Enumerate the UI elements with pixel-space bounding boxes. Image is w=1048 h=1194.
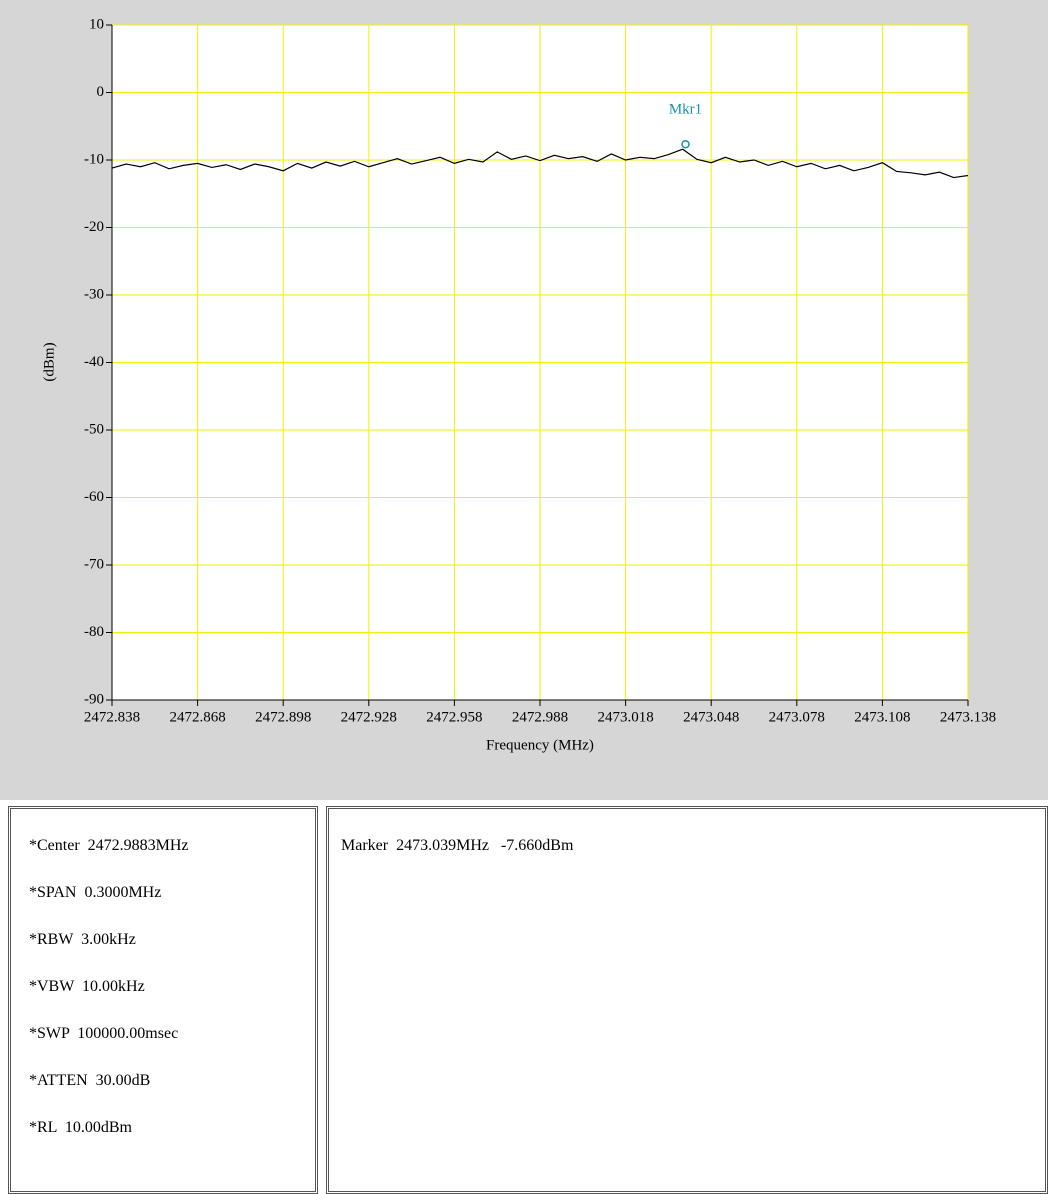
- setting: *Center 2472.9883MHz: [29, 837, 189, 854]
- y-axis-label: (dBm): [41, 342, 57, 381]
- setting: *ATTEN 30.00dB: [29, 1072, 151, 1089]
- x-tick-label: 2472.958: [426, 709, 482, 725]
- x-tick-label: 2473.048: [683, 709, 739, 725]
- y-tick-label: -30: [84, 286, 104, 302]
- setting: *RL 10.00dBm: [29, 1119, 132, 1136]
- setting: *SWP 100000.00msec: [29, 1025, 179, 1042]
- chart: (dBm) Frequency (MHz) 10 0 -10 -20 -30 -40 -50…: [41, 16, 996, 753]
- x-tick-label: 2472.898: [255, 709, 311, 725]
- y-tick-label: 0: [97, 84, 105, 100]
- y-tick-label: -10: [84, 151, 104, 167]
- x-tick-label: 2472.838: [84, 709, 140, 725]
- y-tick-label: -90: [84, 691, 104, 707]
- y-tick-label: -40: [84, 354, 104, 370]
- setting: *VBW 10.00kHz: [29, 978, 145, 995]
- y-tick-label: -50: [84, 421, 104, 437]
- setting: *SPAN 0.3000MHz: [29, 884, 162, 901]
- x-tick-label: 2473.018: [597, 709, 653, 725]
- x-tick-label: 2473.138: [940, 709, 996, 725]
- marker-label: Mkr1: [669, 102, 702, 118]
- settings-panel: *Center 2472.9883MHz *SPAN 0.3000MHz *RBW …: [8, 806, 318, 1194]
- y-tick-label: -80: [84, 624, 104, 640]
- marker-point: [681, 139, 690, 149]
- marker-readout: Marker 2473.039MHz -7.660dBm: [341, 837, 574, 854]
- x-tick-label: 2472.928: [341, 709, 397, 725]
- x-tick-label: 2473.108: [854, 709, 910, 725]
- x-tick-label: 2472.988: [512, 709, 568, 725]
- x-tick-label: 2473.078: [769, 709, 825, 725]
- graph-panel: (dBm) Frequency (MHz) 10 0 -10 -20 -30 -40 -50…: [0, 0, 1048, 800]
- marker-panel: Marker 2473.039MHz -7.660dBm: [326, 806, 1048, 1194]
- x-axis-label: Frequency (MHz): [486, 737, 594, 753]
- trace: [111, 148, 969, 179]
- y-tick-label: -60: [84, 489, 104, 505]
- y-tick-label: 10: [89, 16, 104, 32]
- y-tick-label: -20: [84, 219, 104, 235]
- x-tick-label: 2472.868: [169, 709, 225, 725]
- y-tick-label: -70: [84, 556, 104, 572]
- setting: *RBW 3.00kHz: [29, 931, 136, 948]
